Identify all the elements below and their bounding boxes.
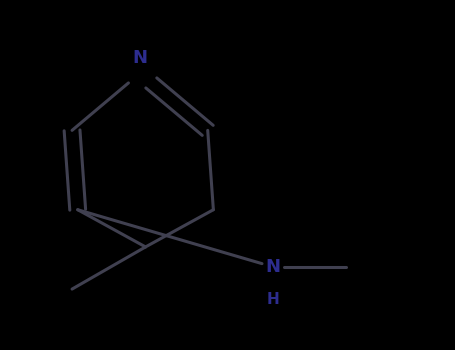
Text: N: N <box>265 258 280 276</box>
Text: N: N <box>132 49 147 68</box>
Text: H: H <box>266 292 279 307</box>
